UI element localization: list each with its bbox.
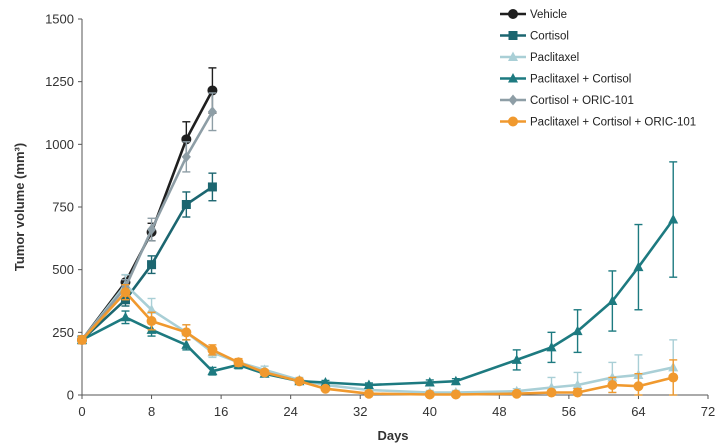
legend-label: Paclitaxel + Cortisol + ORIC-101 <box>530 117 696 129</box>
data-point <box>181 327 192 338</box>
data-point <box>363 388 374 399</box>
legend-marker <box>508 51 518 61</box>
legend-label: Vehicle <box>530 9 567 21</box>
x-tick-label: 32 <box>353 404 367 419</box>
series-line <box>81 290 674 396</box>
series-line <box>80 89 214 341</box>
legend-label: Cortisol + ORIC-101 <box>530 95 634 107</box>
x-tick-label: 48 <box>492 404 506 419</box>
data-point <box>207 182 217 192</box>
data-point <box>233 357 244 368</box>
data-point <box>207 365 218 376</box>
y-tick-label: 750 <box>52 200 74 215</box>
legend-marker <box>508 73 518 83</box>
legend-label: Paclitaxel <box>530 52 579 64</box>
legend: Vehicle Cortisol Paclitaxel Paclitaxel + Co… <box>500 9 696 129</box>
data-point <box>363 379 374 389</box>
series-line <box>81 218 675 387</box>
axes: 0 250 500 750 1000 1250 1500 0 8 16 24 32 40 48 56 64 72… <box>12 12 715 444</box>
data-point <box>294 376 305 387</box>
legend-label: Cortisol <box>530 31 569 43</box>
data-point <box>633 261 644 272</box>
series-0 <box>77 67 218 345</box>
x-axis-title: Days <box>377 428 408 443</box>
data-point <box>546 341 557 352</box>
data-point <box>511 388 522 399</box>
legend-marker <box>508 94 518 106</box>
data-point <box>572 379 583 389</box>
x-tick-label: 0 <box>78 404 85 419</box>
legend-item: Cortisol <box>500 31 569 43</box>
series-4 <box>77 92 217 346</box>
data-point <box>607 379 618 390</box>
data-point <box>207 106 217 118</box>
data-point <box>320 383 331 394</box>
data-point <box>424 376 435 387</box>
y-tick-label: 0 <box>67 388 74 403</box>
data-point <box>147 260 157 270</box>
data-point <box>320 376 331 387</box>
x-tick-label: 72 <box>701 404 715 419</box>
data-point <box>668 214 679 224</box>
data-point <box>546 387 557 398</box>
data-point <box>120 311 131 322</box>
y-tick-label: 1000 <box>45 137 74 152</box>
data-point <box>511 354 522 364</box>
data-point <box>146 304 157 314</box>
data-point <box>572 387 583 398</box>
series-3 <box>77 161 679 389</box>
series-layer <box>77 67 679 400</box>
x-tick-label: 64 <box>631 404 645 419</box>
data-point <box>181 199 191 209</box>
data-point <box>607 295 618 305</box>
series-5 <box>77 284 679 400</box>
y-tick-label: 1500 <box>45 12 74 27</box>
legend-marker <box>508 31 518 40</box>
legend-item: Paclitaxel + Cortisol <box>500 73 631 86</box>
data-point <box>668 372 679 383</box>
legend-item: Cortisol + ORIC-101 <box>500 94 634 107</box>
legend-item: Vehicle <box>500 9 567 21</box>
data-point <box>450 375 461 386</box>
data-point <box>77 334 87 345</box>
y-axis-title: Tumor volume (mm³) <box>12 143 27 271</box>
data-point <box>572 325 583 336</box>
y-tick-label: 250 <box>52 325 74 340</box>
x-tick-label: 16 <box>214 404 228 419</box>
y-tick-label: 1250 <box>45 74 74 89</box>
y-tick-label: 500 <box>52 262 74 277</box>
data-point <box>146 316 157 327</box>
data-point <box>424 389 435 400</box>
data-point <box>207 344 218 355</box>
x-tick-label: 8 <box>148 404 155 419</box>
data-point <box>181 339 192 349</box>
data-point <box>259 367 270 378</box>
data-point <box>147 224 157 236</box>
data-point <box>450 389 461 400</box>
series-line <box>80 283 674 394</box>
legend-marker <box>508 9 518 19</box>
series-1 <box>77 172 217 345</box>
x-tick-label: 40 <box>423 404 437 419</box>
data-point <box>607 371 618 382</box>
legend-marker <box>508 116 518 127</box>
data-point <box>120 287 131 298</box>
legend-item: Paclitaxel <box>500 51 579 64</box>
legend-label: Paclitaxel + Cortisol <box>530 74 631 86</box>
x-tick-label: 56 <box>562 404 576 419</box>
legend-item: Paclitaxel + Cortisol + ORIC-101 <box>500 116 696 129</box>
data-point <box>181 151 191 163</box>
x-tick-label: 24 <box>283 404 297 419</box>
data-point <box>633 381 644 392</box>
